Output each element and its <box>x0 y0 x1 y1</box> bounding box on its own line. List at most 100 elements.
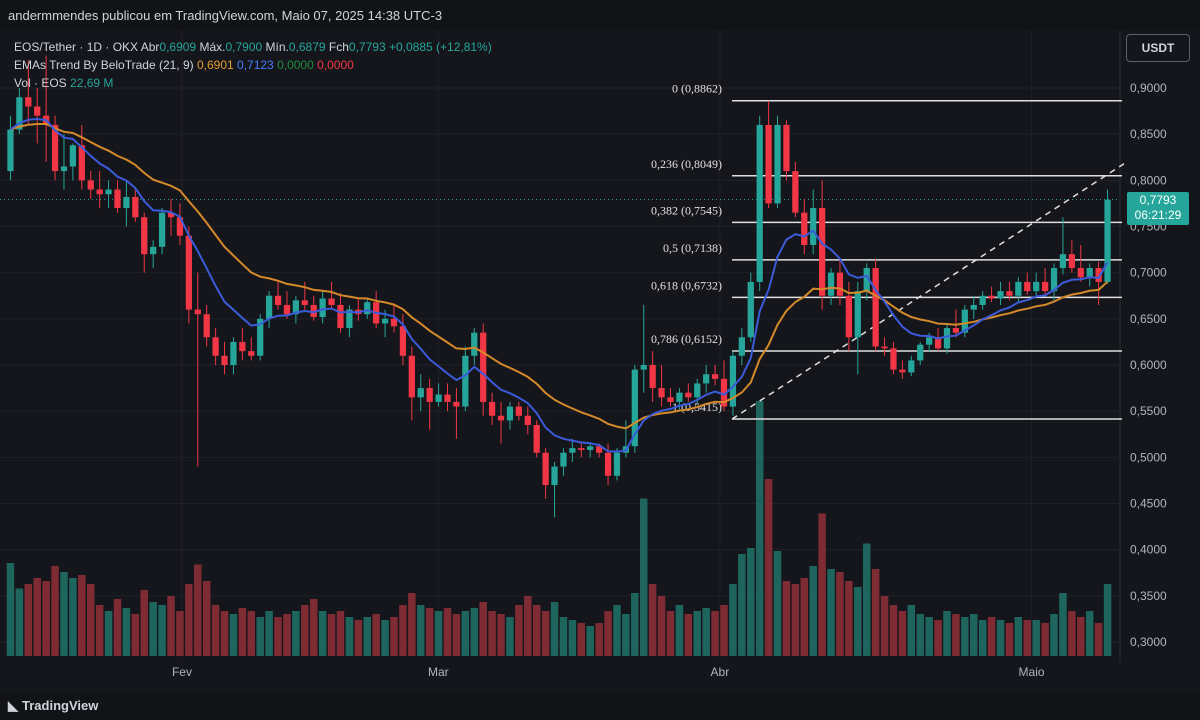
fib-level-label: 0,382 (0,7545) <box>651 203 722 217</box>
candle-body <box>560 452 567 467</box>
price-tick-label: 0,6500 <box>1130 312 1167 326</box>
candle-body <box>105 189 112 195</box>
volume-bar <box>845 581 853 656</box>
time-tick-label: Fev <box>172 665 192 679</box>
candle-body <box>212 337 219 356</box>
volume-bar <box>194 564 202 656</box>
volume-bar <box>33 578 41 656</box>
price-axis[interactable]: 0,90000,85000,80000,75000,70000,65000,60… <box>1130 81 1167 649</box>
volume-bar <box>747 548 755 656</box>
fib-level-label: 0,5 (0,7138) <box>663 241 722 255</box>
volume-bar <box>265 611 273 656</box>
candle-body <box>310 304 317 317</box>
volume-bar <box>836 572 844 656</box>
fibonacci-retracement[interactable]: 0 (0,8862) 0,236 (0,8049) 0,382 (0,7545) 0,… <box>651 82 1125 420</box>
candle-body <box>934 337 942 349</box>
candle-body <box>1006 291 1013 296</box>
legend-volume-row: Vol · EOS 22,69 M <box>14 74 492 92</box>
volume-bar <box>69 578 77 656</box>
candle-body <box>640 365 647 370</box>
volume-title[interactable]: Vol · EOS <box>14 76 67 90</box>
volume-bar <box>140 590 148 656</box>
volume-bars <box>6 401 1112 656</box>
low-label: Mín. <box>265 40 289 54</box>
tradingview-logo[interactable]: ◣ TradingView <box>8 698 98 714</box>
candle-body <box>248 351 255 356</box>
tradingview-brand: TradingView <box>22 698 99 713</box>
price-tick-label: 0,8000 <box>1130 173 1167 187</box>
candle-body <box>1024 281 1031 292</box>
candle-body <box>899 369 906 373</box>
volume-bar <box>961 617 969 656</box>
price-tick-label: 0,9000 <box>1130 81 1167 95</box>
currency-button[interactable]: USDT <box>1126 34 1190 62</box>
candle-body <box>328 298 335 305</box>
volume-bar <box>577 623 586 656</box>
volume-bar <box>292 611 300 656</box>
candle-body <box>569 448 576 453</box>
candle-body <box>426 388 433 402</box>
volume-bar <box>336 611 345 656</box>
volume-bar <box>648 584 657 656</box>
bar-countdown: 06:21:29 <box>1134 208 1182 222</box>
volume-bar <box>417 605 425 656</box>
candle-body <box>337 304 344 329</box>
volume-bar <box>889 605 898 656</box>
volume-value: 22,69 M <box>70 76 114 90</box>
fib-level-label: 0,618 (0,6732) <box>651 278 722 292</box>
candle-body <box>123 196 130 209</box>
price-tick-label: 0,3000 <box>1130 635 1167 649</box>
candle-body <box>854 291 861 338</box>
candle-body <box>265 295 273 319</box>
candle-body <box>756 124 763 282</box>
candle-body <box>1095 268 1102 282</box>
candle-body <box>176 217 184 236</box>
fib-level-label: 0,786 (0,6152) <box>651 332 722 346</box>
candle-body <box>908 360 915 373</box>
time-axis[interactable]: Fev Mar Abr Maio <box>172 665 1045 679</box>
candle-body <box>158 212 166 247</box>
volume-bar <box>818 513 826 656</box>
candle-body <box>649 365 656 389</box>
open-label: Abr <box>140 40 160 54</box>
candlestick-chart[interactable]: 0 (0,8862) 0,236 (0,8049) 0,382 (0,7545) 0,… <box>0 30 1200 692</box>
volume-bar <box>390 617 398 656</box>
legend-ema-row: EMAs Trend By BeloTrade (21, 9) 0,6901 0… <box>14 56 492 74</box>
price-tick-label: 0,7000 <box>1130 266 1167 280</box>
symbol-name[interactable]: EOS/Tether · 1D · OKX <box>14 40 139 54</box>
candle-body <box>533 425 540 453</box>
candle-body <box>471 332 478 356</box>
candle-body <box>872 268 879 347</box>
volume-bar <box>220 611 229 656</box>
candle-body <box>515 406 522 416</box>
candle-body <box>78 145 85 181</box>
candle-body <box>435 394 442 402</box>
price-tick-label: 0,4500 <box>1130 497 1167 511</box>
candle-body <box>1086 268 1093 278</box>
candle-body <box>997 291 1004 299</box>
volume-bar <box>443 608 452 656</box>
candle-body <box>203 314 210 338</box>
candle-body <box>453 401 460 407</box>
volume-bar <box>131 614 140 656</box>
change-value: +0,0885 (+12,81%) <box>388 40 492 54</box>
candle-body <box>961 309 968 333</box>
candle-body <box>810 208 817 245</box>
volume-bar <box>354 620 363 656</box>
candle-body <box>497 415 505 421</box>
candle-body <box>7 129 14 172</box>
candle-body <box>69 145 77 167</box>
publisher-text: andermmendes publicou em TradingView.com… <box>8 8 443 23</box>
candle-body <box>720 378 728 407</box>
candle-body <box>792 171 799 213</box>
volume-bar <box>470 608 479 656</box>
high-value: 0,7900 <box>225 40 263 54</box>
candle-body <box>87 180 94 190</box>
candle-body <box>1033 281 1040 292</box>
volume-bar <box>1059 593 1067 656</box>
ema-value-slow: 0,6901 <box>196 58 234 72</box>
volume-bar <box>666 611 675 656</box>
ema-title[interactable]: EMAs Trend By BeloTrade (21, 9) <box>14 58 194 72</box>
volume-bar <box>871 569 880 656</box>
candle-body <box>836 272 844 296</box>
